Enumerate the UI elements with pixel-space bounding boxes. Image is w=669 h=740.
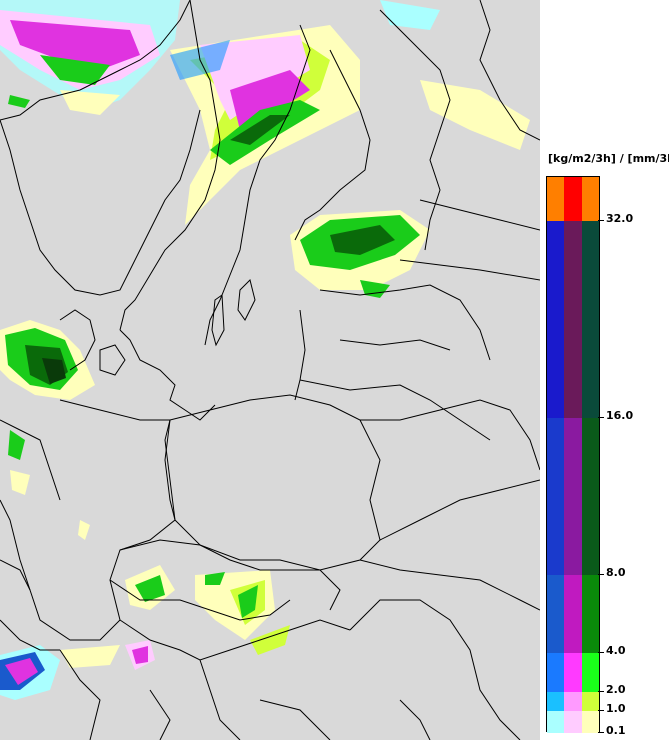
country-borders — [0, 0, 540, 740]
scale-swatch — [564, 653, 582, 692]
scale-swatch — [581, 653, 599, 692]
scale-tick-label: 0.1 — [606, 724, 626, 737]
scale-swatch — [547, 575, 565, 653]
scale-segment — [547, 177, 599, 221]
scale-tick-mark — [598, 691, 604, 692]
scale-tick-mark — [598, 710, 604, 711]
scale-swatch — [564, 177, 582, 221]
scale-tick-mark — [598, 652, 604, 653]
scale-swatch — [581, 692, 599, 711]
scale-segment — [547, 221, 599, 418]
scale-tick-mark — [598, 574, 604, 575]
color-scale — [546, 176, 600, 733]
precipitation-areas — [0, 0, 530, 700]
scale-swatch — [547, 711, 565, 733]
scale-segment — [547, 575, 599, 653]
scale-swatch — [547, 177, 565, 221]
scale-swatch — [581, 711, 599, 733]
legend-panel: [kg/m2/3h] / [mm/3h] 32.0 16.0 8.0 4.0 2.0 1.… — [540, 0, 669, 740]
scale-segment — [547, 692, 599, 711]
scale-segment — [547, 711, 599, 733]
scale-tick-mark — [598, 417, 604, 418]
scale-swatch — [564, 418, 582, 575]
scale-segment — [547, 653, 599, 692]
scale-swatch — [581, 177, 599, 221]
scale-tick-label: 1.0 — [606, 702, 626, 715]
scale-swatch — [581, 575, 599, 653]
scale-tick-label: 16.0 — [606, 409, 634, 422]
scale-tick-mark — [598, 220, 604, 221]
scale-segment — [547, 418, 599, 575]
scale-tick-mark — [598, 732, 604, 733]
scale-tick-label: 8.0 — [606, 566, 626, 579]
scale-swatch — [564, 575, 582, 653]
map-canvas — [0, 0, 540, 740]
scale-tick-label: 4.0 — [606, 644, 626, 657]
scale-swatch — [581, 221, 599, 418]
scale-swatch — [547, 653, 565, 692]
scale-tick-label: 32.0 — [606, 212, 634, 225]
scale-swatch — [564, 692, 582, 711]
scale-swatch — [547, 418, 565, 575]
legend-unit-label: [kg/m2/3h] / [mm/3h] — [548, 152, 669, 165]
precipitation-map[interactable] — [0, 0, 540, 740]
scale-swatch — [547, 692, 565, 711]
scale-tick-label: 2.0 — [606, 683, 626, 696]
scale-swatch — [564, 221, 582, 418]
scale-swatch — [547, 221, 565, 418]
scale-swatch — [581, 418, 599, 575]
scale-swatch — [564, 711, 582, 733]
